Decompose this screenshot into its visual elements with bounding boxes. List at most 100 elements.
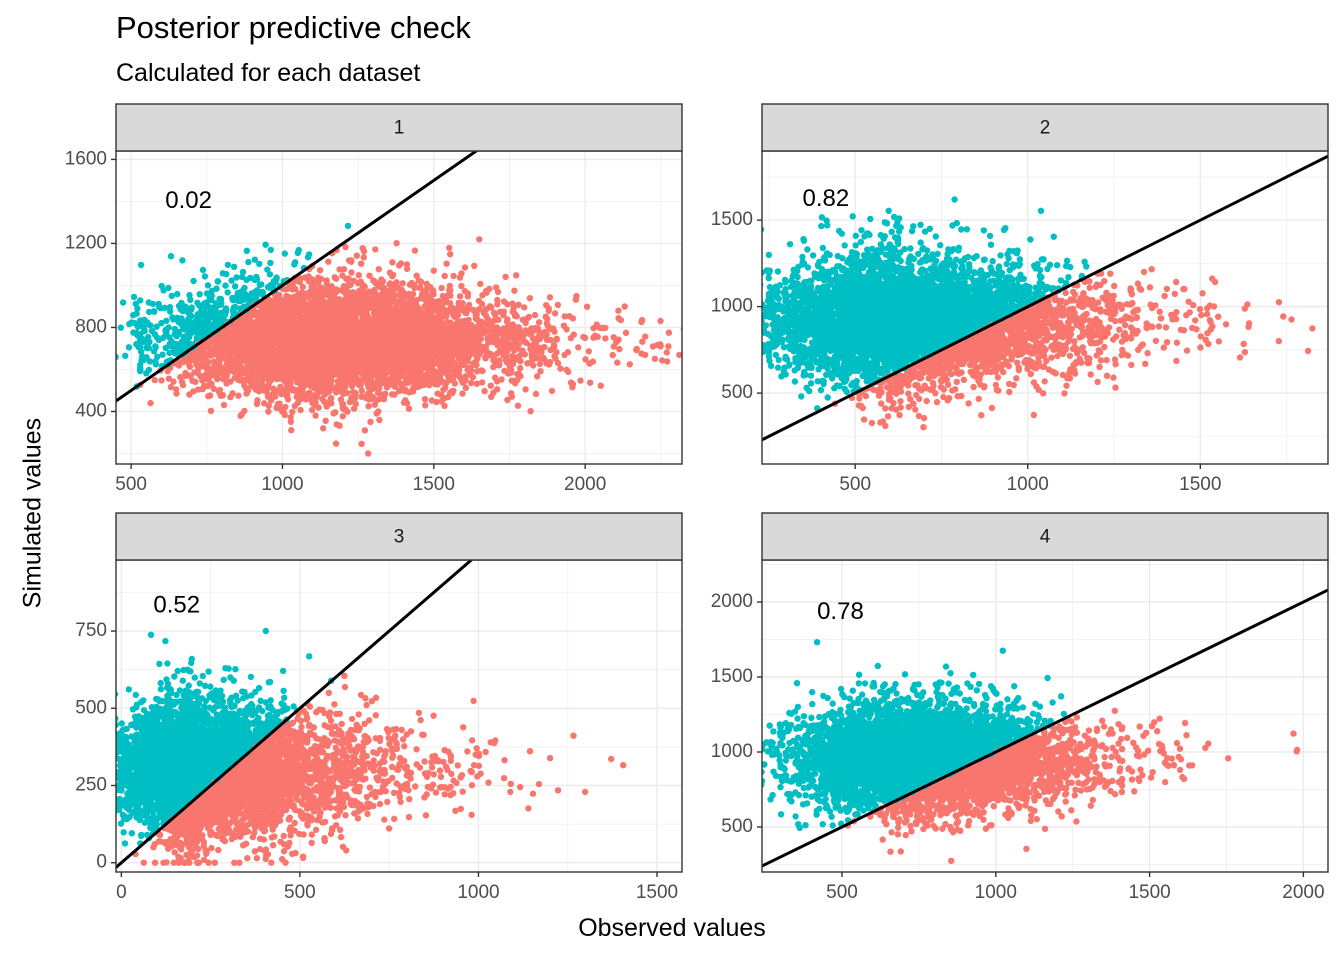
scatter-point — [133, 340, 140, 348]
scatter-point — [513, 313, 520, 320]
scatter-point — [441, 402, 448, 409]
scatter-point — [657, 317, 664, 325]
scatter-point — [396, 262, 403, 269]
scatter-point — [484, 315, 491, 323]
scatter-point — [416, 284, 423, 291]
scatter-point — [205, 340, 212, 348]
chart-subtitle: Calculated for each dataset — [116, 59, 420, 88]
scatter-point — [355, 295, 362, 302]
scatter-point — [533, 337, 540, 345]
scatter-point — [199, 377, 206, 384]
scatter-point — [365, 450, 372, 457]
scatter-point — [332, 409, 339, 416]
scatter-point — [222, 282, 229, 289]
scatter-point — [267, 246, 274, 254]
scatter-point — [695, 359, 701, 365]
scatter-point — [233, 274, 240, 281]
scatter-point — [544, 315, 551, 323]
scatter-point — [308, 406, 316, 414]
scatter-point — [241, 407, 248, 415]
scatter-point — [535, 319, 543, 326]
scatter-point — [405, 300, 412, 307]
scatter-point — [287, 418, 295, 425]
scatter-point — [337, 396, 345, 403]
scatter-point — [513, 272, 520, 279]
scatter-point — [320, 425, 327, 432]
scatter-point — [420, 288, 427, 295]
scatter-point — [289, 408, 296, 416]
scatter-point — [580, 333, 587, 341]
scatter-point — [446, 244, 453, 252]
scatter-point — [626, 361, 633, 368]
scatter-point — [494, 301, 501, 308]
scatter-point — [204, 382, 212, 390]
scatter-point — [353, 252, 360, 259]
scatter-point — [478, 379, 486, 386]
scatter-point — [159, 334, 167, 342]
scatter-point — [522, 386, 529, 393]
scatter-point — [665, 343, 672, 350]
scatter-point — [573, 292, 580, 300]
scatter-point — [488, 304, 495, 311]
scatter-point — [165, 375, 173, 382]
scatter-point — [561, 313, 568, 320]
scatter-point — [439, 313, 446, 320]
scatter-point — [498, 376, 505, 383]
scatter-point — [251, 256, 258, 263]
scatter-point — [371, 401, 378, 408]
scatter-point — [146, 358, 154, 365]
scatter-point — [365, 403, 372, 410]
scatter-point — [553, 336, 560, 343]
scatter-point — [244, 387, 252, 394]
scatter-point — [348, 269, 355, 276]
scatter-point — [547, 325, 554, 333]
scatter-point — [265, 408, 272, 415]
scatter-point — [164, 367, 171, 375]
scatter-point — [282, 286, 289, 293]
scatter-point — [145, 345, 152, 352]
scatter-point — [185, 328, 192, 336]
scatter-point — [305, 251, 313, 258]
scatter-point — [167, 383, 175, 391]
scatter-point — [194, 386, 202, 393]
scatter-point — [500, 298, 508, 305]
scatter-point — [582, 356, 589, 363]
scatter-point — [208, 296, 215, 304]
scatter-points — [98, 222, 701, 457]
scatter-point — [451, 347, 458, 354]
scatter-point — [159, 351, 166, 358]
scatter-point — [376, 416, 383, 424]
scatter-point — [543, 336, 551, 343]
scatter-point — [517, 364, 524, 372]
scatter-point — [638, 316, 646, 324]
scatter-point — [487, 382, 494, 389]
scatter-point — [133, 310, 140, 317]
scatter-point — [292, 259, 299, 266]
scatter-point — [307, 382, 314, 390]
scatter-point — [665, 329, 673, 336]
scatter-point — [178, 378, 186, 385]
scatter-point — [98, 358, 104, 364]
scatter-point — [345, 289, 352, 297]
scatter-point — [165, 342, 173, 350]
scatter-point — [461, 287, 469, 295]
scatter-point — [177, 306, 184, 313]
scatter-point — [185, 317, 192, 324]
scatter-point — [587, 379, 594, 386]
scatter-point — [397, 288, 404, 295]
scatter-point — [152, 358, 159, 365]
scatter-point — [312, 394, 319, 402]
scatter-point — [609, 351, 616, 359]
scatter-point — [187, 373, 194, 380]
scatter-point — [457, 375, 465, 382]
scatter-point — [423, 300, 431, 307]
scatter-point — [137, 365, 144, 372]
scatter-point — [676, 351, 682, 359]
scatter-point — [235, 392, 242, 399]
scatter-point — [153, 323, 160, 330]
scatter-point — [491, 362, 499, 369]
scatter-point — [508, 390, 515, 397]
scatter-point — [204, 282, 212, 289]
scatter-point — [216, 386, 224, 394]
